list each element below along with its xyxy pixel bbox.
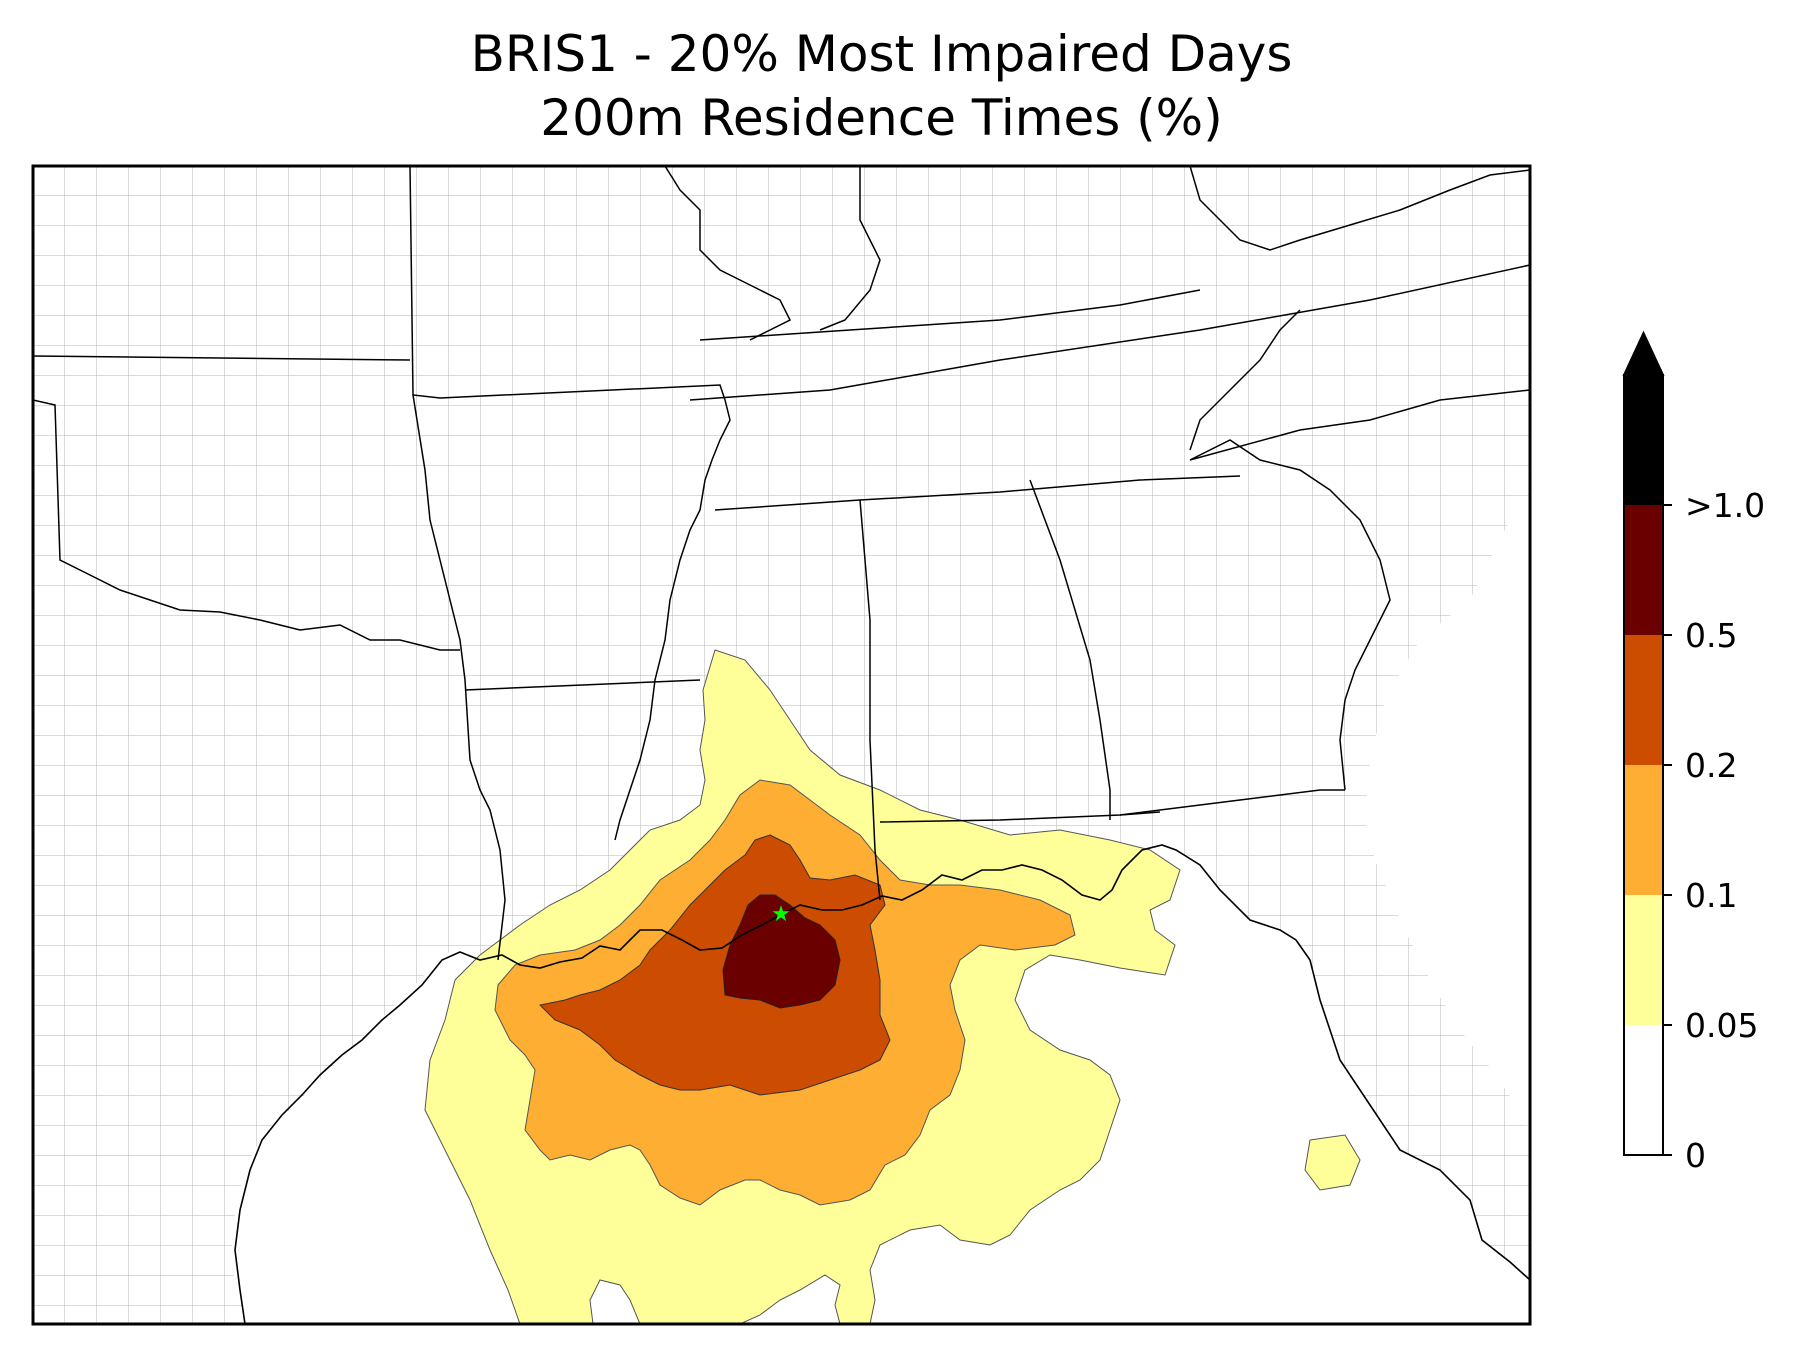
state-boundaries (33, 166, 1530, 961)
map-frame (31, 164, 1532, 1326)
colorbar-segment (1624, 1025, 1663, 1155)
colorbar: 0 0.05 0.1 0.2 0.5 >1.0 (1622, 330, 1765, 1175)
colorbar-tick-label: 0.1 (1685, 876, 1737, 915)
contour-0.5 (722, 894, 841, 1009)
colorbar-tick-label: >1.0 (1685, 486, 1765, 525)
colorbar-segment (1624, 505, 1663, 635)
colorbar-segment (1624, 635, 1663, 765)
site-marker-star: ★ (771, 902, 791, 927)
colorbar-tick-label: 0.05 (1685, 1006, 1758, 1045)
colorbar-tick-label: 0.5 (1685, 616, 1737, 655)
colorbar-tick-label: 0 (1685, 1136, 1706, 1175)
colorbar-segment (1624, 765, 1663, 895)
colorbar-segment (1624, 895, 1663, 1025)
colorbar-segment (1624, 375, 1663, 505)
contour-0.05-island (1304, 1134, 1361, 1191)
colorbar-tick-label: 0.2 (1685, 746, 1737, 785)
colorbar-extend-arrow (1622, 330, 1665, 376)
chart-title-line1: BRIS1 - 20% Most Impaired Days (470, 25, 1293, 83)
coastline (234, 844, 1530, 1324)
contour-0.2 (538, 834, 891, 1096)
chart-title-line2: 200m Residence Times (%) (540, 89, 1223, 147)
map-panel: ★ (33, 166, 1530, 1324)
